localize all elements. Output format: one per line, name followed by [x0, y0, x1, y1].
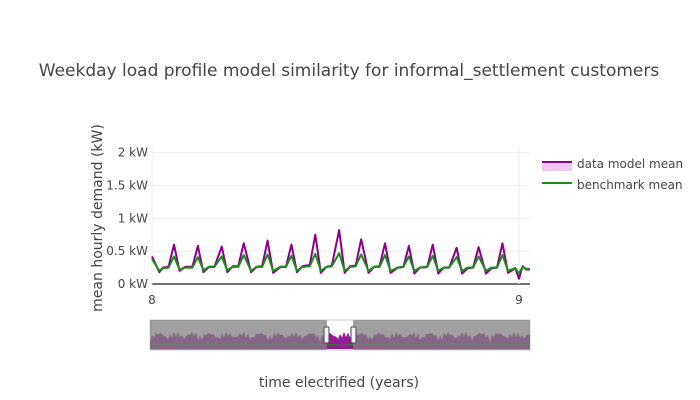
legend-label-benchmark-mean: benchmark mean	[577, 178, 683, 192]
y-tick-label: 0.5 kW	[106, 244, 148, 258]
range-slider-handle-left[interactable]	[323, 326, 330, 344]
legend-item-benchmark-mean[interactable]: benchmark mean	[542, 178, 683, 192]
y-tick-label: 0 kW	[118, 277, 148, 291]
x-tick-label: 8	[148, 293, 156, 307]
legend[interactable]: data model mean benchmark mean	[542, 157, 683, 192]
y-tick-label: 1 kW	[118, 211, 148, 225]
range-slider[interactable]	[149, 319, 531, 351]
range-slider-handle-right[interactable]	[350, 326, 357, 344]
range-slider-mask-left	[150, 320, 327, 350]
legend-item-data-model-mean[interactable]: data model mean	[542, 157, 683, 171]
series-line-benchmark-mean	[151, 252, 530, 275]
y-tick-label: 2 kW	[118, 146, 148, 160]
y-axis: 0 kW 0.5 kW 1 kW 1.5 kW 2 kW	[106, 146, 148, 291]
chart-title: Weekday load profile model similarity fo…	[39, 61, 660, 81]
x-tick-label: 9	[515, 293, 523, 307]
y-tick-label: 1.5 kW	[106, 178, 148, 192]
range-slider-mask-right	[353, 320, 530, 350]
y-axis-title: mean hourly demand (kW)	[90, 124, 106, 312]
legend-swatch-band	[542, 161, 572, 171]
x-axis-title: time electrified (years)	[259, 375, 419, 391]
series-lines	[151, 229, 530, 280]
legend-label-data-model-mean: data model mean	[577, 157, 683, 171]
